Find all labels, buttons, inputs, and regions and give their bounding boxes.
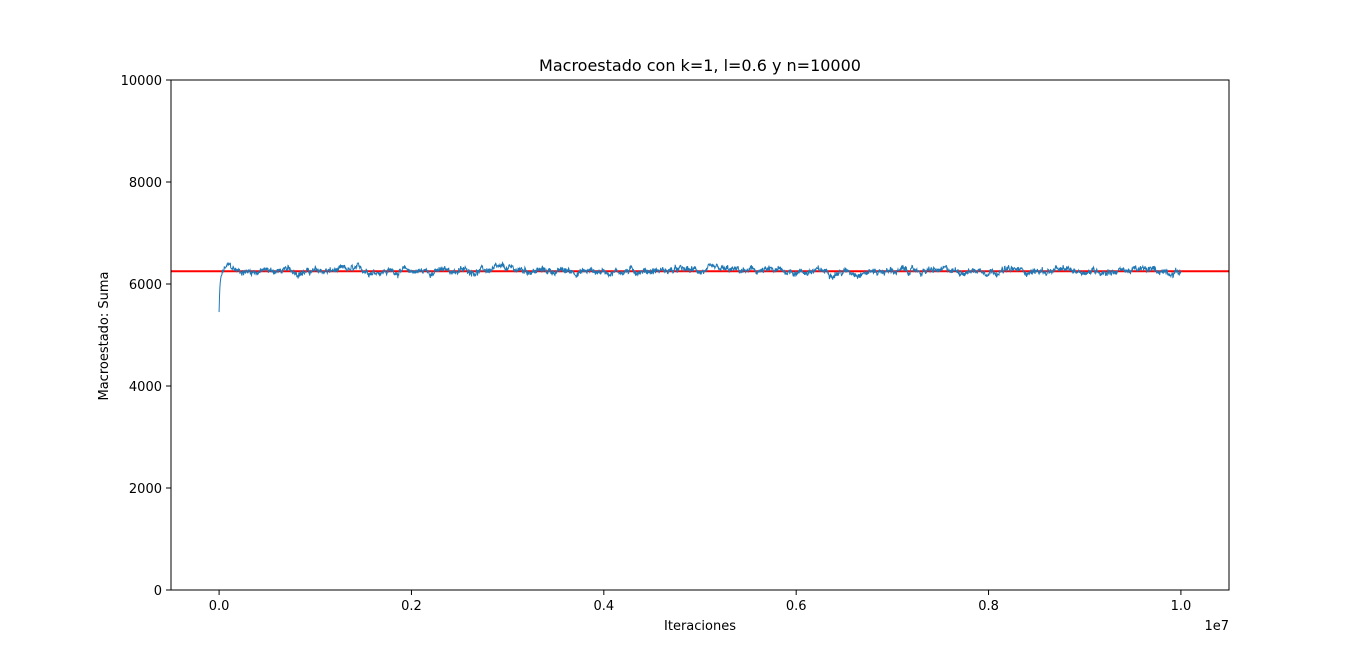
plot-area: 0.0 0.2 0.4 0.6 0.8 1.0 0 2000 4000 6000 8000 10000 <box>121 74 1230 614</box>
x-tick-label: 0.2 <box>401 599 422 614</box>
series-line <box>218 261 1182 313</box>
x-axis-label: Iteraciones <box>664 619 736 634</box>
x-tick-label: 0.8 <box>978 599 999 614</box>
x-tick-label: 0.4 <box>593 599 614 614</box>
y-axis-label: Macroestado: Suma <box>97 271 112 400</box>
x-tick-label: 0.0 <box>209 599 230 614</box>
y-tick-label: 6000 <box>129 278 162 293</box>
axes-frame <box>170 79 1230 591</box>
x-tick-label: 0.6 <box>786 599 807 614</box>
y-tick-label: 2000 <box>129 482 162 497</box>
y-tick-label: 0 <box>154 584 162 599</box>
x-tick-label: 1.0 <box>1171 599 1192 614</box>
y-tick-label: 10000 <box>121 74 162 89</box>
x-axis-offset-label: 1e7 <box>1204 619 1229 634</box>
chart-title: Macroestado con k=1, l=0.6 y n=10000 <box>539 56 861 75</box>
y-tick-label: 4000 <box>129 380 162 395</box>
y-tick-label: 8000 <box>129 176 162 191</box>
